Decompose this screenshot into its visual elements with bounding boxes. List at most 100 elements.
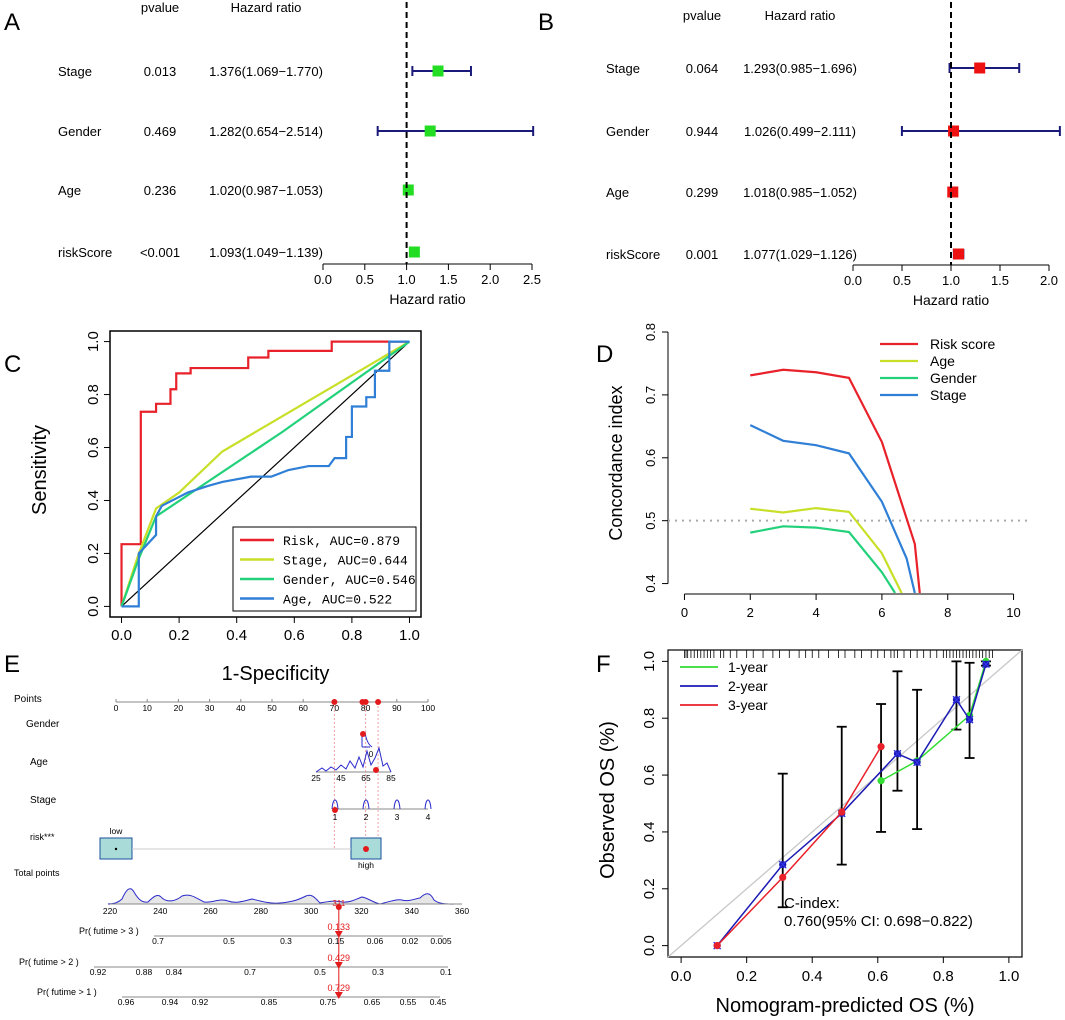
- row-hr-text: 1.020(0.987−1.053): [209, 183, 323, 198]
- scale-tick-label: 0.88: [136, 967, 153, 977]
- scale-tick-label: 65: [361, 773, 371, 783]
- x-axis-label: Nomogram-predicted OS (%): [716, 995, 975, 1017]
- scale-tick-label: 3: [395, 812, 400, 822]
- calibration-point: [877, 777, 885, 785]
- scale-tick-label: 0.06: [367, 936, 384, 946]
- risk-marker: [363, 846, 369, 852]
- probability-arrow: [334, 992, 343, 999]
- probability-value: 0.133: [328, 922, 351, 932]
- x-tick-label: 0.2: [736, 968, 757, 985]
- scale-tick-label: 0.3: [280, 936, 292, 946]
- y-tick-label: 0.7: [643, 386, 658, 404]
- y-tick-label: 0.0: [641, 935, 658, 956]
- x-tick-label: 0.0: [111, 627, 132, 644]
- scale-tick-label: 280: [254, 906, 268, 916]
- y-tick-label: 0.0: [85, 596, 102, 617]
- c-index-value: 0.760(95% CI: 0.698−0.822): [784, 913, 973, 930]
- x-tick-label: 2.0: [481, 272, 499, 287]
- cindex-line-risk-score: [750, 368, 921, 593]
- scale-label: Pr( futime > 3 ): [79, 926, 139, 936]
- x-tick-label: 0.2: [169, 627, 190, 644]
- hr-header: Hazard ratio: [765, 8, 836, 23]
- row-hr-text: 1.018(0.985−1.052): [743, 185, 857, 200]
- scale-tick-label: 90: [392, 703, 402, 713]
- panel-letter-c: C: [4, 351, 21, 378]
- y-axis-label: Concordance index: [606, 385, 626, 540]
- x-tick-label: 0.4: [802, 968, 823, 985]
- y-tick-label: 0.6: [85, 437, 102, 458]
- probability-arrow: [334, 931, 343, 938]
- calibration-cross: [981, 660, 990, 669]
- y-axis-label: Observed OS (%): [597, 721, 619, 879]
- scale-tick-label: 0.65: [364, 997, 381, 1007]
- panel-letter-b: B: [538, 9, 554, 36]
- legend-entry: Stage, AUC=0.644: [283, 554, 408, 569]
- calibration-point: [713, 942, 721, 950]
- hr-marker: [953, 248, 965, 260]
- roc-line-stage: [120, 340, 411, 607]
- scale-tick-label: 0: [114, 703, 119, 713]
- forest-plot-b: pvalue Hazard ratio Stage 0.064 1.293(0.985−…: [606, 2, 1061, 308]
- scale-tick-label: 0.94: [162, 997, 179, 1007]
- legend-entry: Gender, AUC=0.546: [283, 573, 416, 588]
- row-pvalue: 0.013: [144, 64, 177, 79]
- scale-tick-label: 240: [153, 906, 167, 916]
- scale-tick-label: 0.02: [402, 936, 419, 946]
- gender-marker: [360, 731, 366, 737]
- scale-tick-label: 0.85: [261, 997, 278, 1007]
- c-index-label: C-index:: [784, 895, 840, 912]
- calibration-line-3-year: [716, 746, 882, 947]
- panel-letter-a: A: [4, 9, 20, 36]
- calibration-cross: [893, 749, 902, 758]
- y-tick-label: 0.4: [643, 575, 658, 593]
- scale-tick-label: 0.3: [372, 967, 384, 977]
- scale-tick-label: 100: [421, 703, 435, 713]
- scale-tick-label: high: [358, 860, 374, 870]
- scale-tick-label: 60: [298, 703, 308, 713]
- panel-letter-f: F: [596, 651, 611, 678]
- scale-tick-label: 0.55: [400, 997, 417, 1007]
- legend-entry: 1-year: [728, 659, 768, 675]
- scale-tick-label: 30: [205, 703, 215, 713]
- row-pvalue: 0.944: [686, 124, 719, 139]
- roc-line-age: [121, 340, 410, 608]
- roc-line-risk: [120, 340, 410, 607]
- legend-entry: Stage: [930, 387, 967, 403]
- row-hr-text: 1.077(1.029−1.126): [743, 247, 857, 262]
- row-hr-text: 1.376(1.069−1.770): [209, 64, 323, 79]
- y-tick-label: 0.8: [643, 323, 658, 341]
- cindex-line-age: [750, 506, 903, 593]
- scale-tick-label: 0.5: [223, 936, 235, 946]
- row-label: Stage: [606, 61, 640, 76]
- scale-label: Gender: [26, 719, 60, 730]
- diagonal-line: [121, 341, 410, 607]
- panel-letter-d: D: [596, 341, 613, 368]
- legend-entry: Risk, AUC=0.879: [283, 534, 400, 549]
- row-label: riskScore: [606, 247, 660, 262]
- scale-label: Stage: [30, 795, 57, 806]
- legend-entry: 3-year: [728, 697, 768, 713]
- scale-tick-label: 0.92: [90, 967, 107, 977]
- x-tick-label: 0.0: [671, 968, 692, 985]
- points-marker: [331, 699, 338, 705]
- row-pvalue: 0.469: [144, 124, 177, 139]
- age-distribution: [315, 746, 392, 773]
- scale-tick-label: 40: [236, 703, 246, 713]
- probability-value: 0.429: [328, 953, 351, 963]
- y-tick-label: 0.6: [641, 765, 658, 786]
- panel-letter-e: E: [4, 651, 20, 678]
- x-tick-label: 1.5: [991, 273, 1009, 288]
- scale-tick-label: 0.92: [192, 997, 209, 1007]
- y-tick-label: 0.2: [641, 878, 658, 899]
- calibration-cross: [965, 715, 974, 724]
- legend-entry: 2-year: [728, 678, 768, 694]
- y-tick-label: 0.4: [641, 821, 658, 842]
- row-label: Age: [58, 183, 81, 198]
- x-tick-label: 2.5: [523, 272, 541, 287]
- risk-low-dot: [114, 847, 118, 851]
- row-label: Stage: [58, 64, 92, 79]
- row-label: Gender: [606, 124, 650, 139]
- scale-tick-label: 0.45: [430, 997, 447, 1007]
- hr-marker: [947, 186, 959, 198]
